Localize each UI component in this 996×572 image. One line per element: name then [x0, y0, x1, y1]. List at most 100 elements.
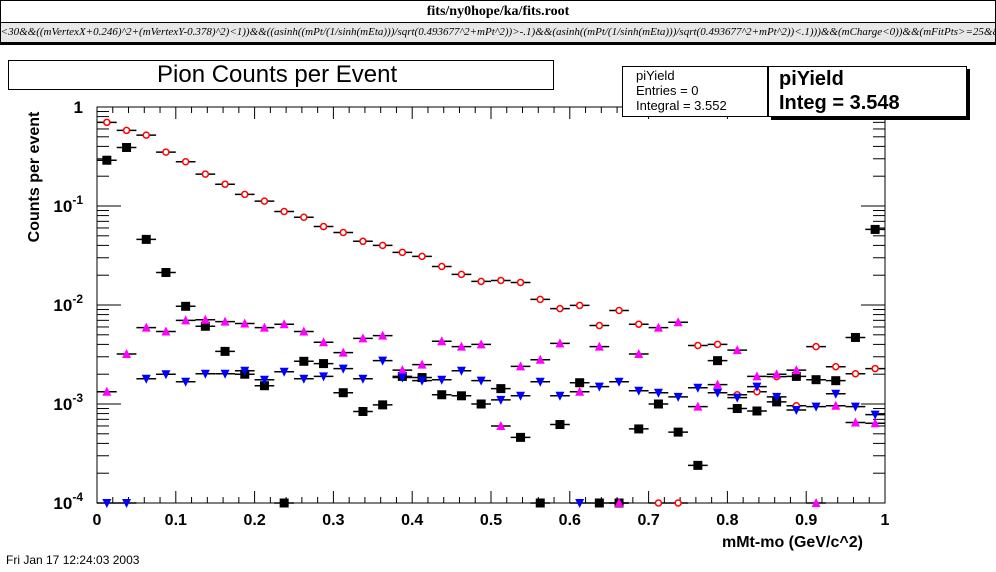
data-point [832, 362, 840, 371]
data-point [122, 499, 132, 508]
data-point [279, 498, 289, 508]
data-point [476, 376, 486, 386]
data-point [850, 402, 860, 412]
y-axis-title: Counts per event [26, 111, 43, 243]
x-axis-title: mMt-mo (GeV/c^2) [722, 534, 863, 551]
data-point [694, 341, 702, 350]
data-point [437, 390, 447, 400]
data-point [476, 339, 486, 349]
x-tick-label: 0.5 [480, 512, 502, 529]
data-point [595, 321, 604, 330]
x-tick-label: 0.3 [322, 512, 344, 529]
data-point [240, 318, 250, 328]
data-point [575, 499, 585, 508]
data-point [811, 402, 821, 412]
data-point [653, 322, 663, 332]
data-point [398, 248, 407, 257]
data-point [535, 354, 545, 364]
data-point [752, 382, 762, 392]
data-point [418, 252, 426, 261]
data-point [791, 365, 801, 375]
data-point [812, 342, 820, 351]
y-tick-exponent: -3 [72, 391, 83, 405]
data-point [181, 301, 191, 311]
data-point [614, 377, 624, 387]
data-point [653, 399, 663, 409]
data-point [693, 383, 703, 393]
data-point [713, 379, 723, 389]
data-point [496, 395, 506, 405]
x-tick-label: 0.4 [401, 512, 423, 529]
series-black-squares [97, 142, 885, 508]
data-point [437, 375, 447, 385]
fit-stats-name: piYield [779, 68, 844, 90]
data-point [259, 381, 269, 391]
y-tick-base: 1 [74, 98, 83, 117]
data-point [161, 326, 171, 336]
data-point [516, 391, 526, 401]
data-point [575, 301, 584, 310]
fit-stats-box: piYield Integ = 3.548 [768, 66, 967, 117]
data-point [772, 397, 782, 407]
x-tick-label: 0.2 [243, 512, 265, 529]
y-tick-label: 10-3 [53, 391, 83, 414]
data-point [103, 118, 111, 127]
stats-integral: Integral = 3.552 [636, 98, 727, 113]
data-point [319, 222, 328, 231]
data-point [516, 278, 525, 287]
series-red-open-circles [97, 118, 885, 507]
data-point [181, 315, 191, 325]
data-point [438, 262, 446, 271]
stats-box: piYield Entries = 0 Integral = 3.552 [622, 66, 768, 117]
data-point [594, 382, 604, 392]
data-point [831, 376, 841, 386]
data-point [280, 207, 288, 216]
data-point [378, 330, 388, 340]
data-point [555, 391, 565, 401]
y-tick-label: 10-1 [53, 193, 83, 216]
data-point [417, 376, 427, 386]
data-point [241, 190, 249, 199]
data-point [752, 371, 762, 381]
series-magenta-triangles-up [97, 314, 885, 507]
x-tick-label: 0.7 [637, 512, 659, 529]
data-point [220, 346, 230, 356]
data-point [556, 304, 564, 313]
data-point [338, 364, 348, 374]
data-point [456, 341, 466, 351]
data-point [653, 388, 663, 398]
data-point [141, 234, 151, 244]
data-point [122, 126, 131, 135]
data-point [614, 498, 624, 507]
data-point [634, 348, 644, 358]
data-point [791, 371, 801, 381]
y-tick-exponent: -2 [72, 292, 83, 306]
data-point [535, 377, 545, 387]
data-point [713, 388, 723, 398]
data-point [575, 378, 585, 388]
data-point [673, 427, 683, 437]
data-point [437, 336, 447, 346]
data-point [732, 393, 742, 403]
cut-expression-text: s(mVertexZ)<30&&((mVertexX+0.246)^2+(mVe… [0, 26, 996, 38]
x-tick-label: 0.1 [165, 512, 187, 529]
data-point [870, 224, 880, 234]
data-point [338, 347, 348, 357]
data-point [555, 420, 565, 430]
timestamp: Fri Jan 17 12:24:03 2003 [6, 553, 140, 567]
data-point [338, 388, 348, 398]
data-marks [97, 118, 885, 508]
data-point [142, 131, 150, 139]
data-point [200, 369, 210, 379]
x-tick-label: 0.6 [559, 512, 581, 529]
data-point [279, 367, 289, 377]
data-point [772, 369, 782, 379]
data-point [654, 499, 663, 507]
data-point [102, 155, 112, 165]
data-point [339, 228, 347, 237]
data-point [300, 213, 308, 221]
fit-stats-integ: Integ = 3.548 [779, 92, 900, 114]
data-point [122, 142, 132, 152]
data-point [378, 241, 387, 250]
data-point [260, 197, 269, 205]
